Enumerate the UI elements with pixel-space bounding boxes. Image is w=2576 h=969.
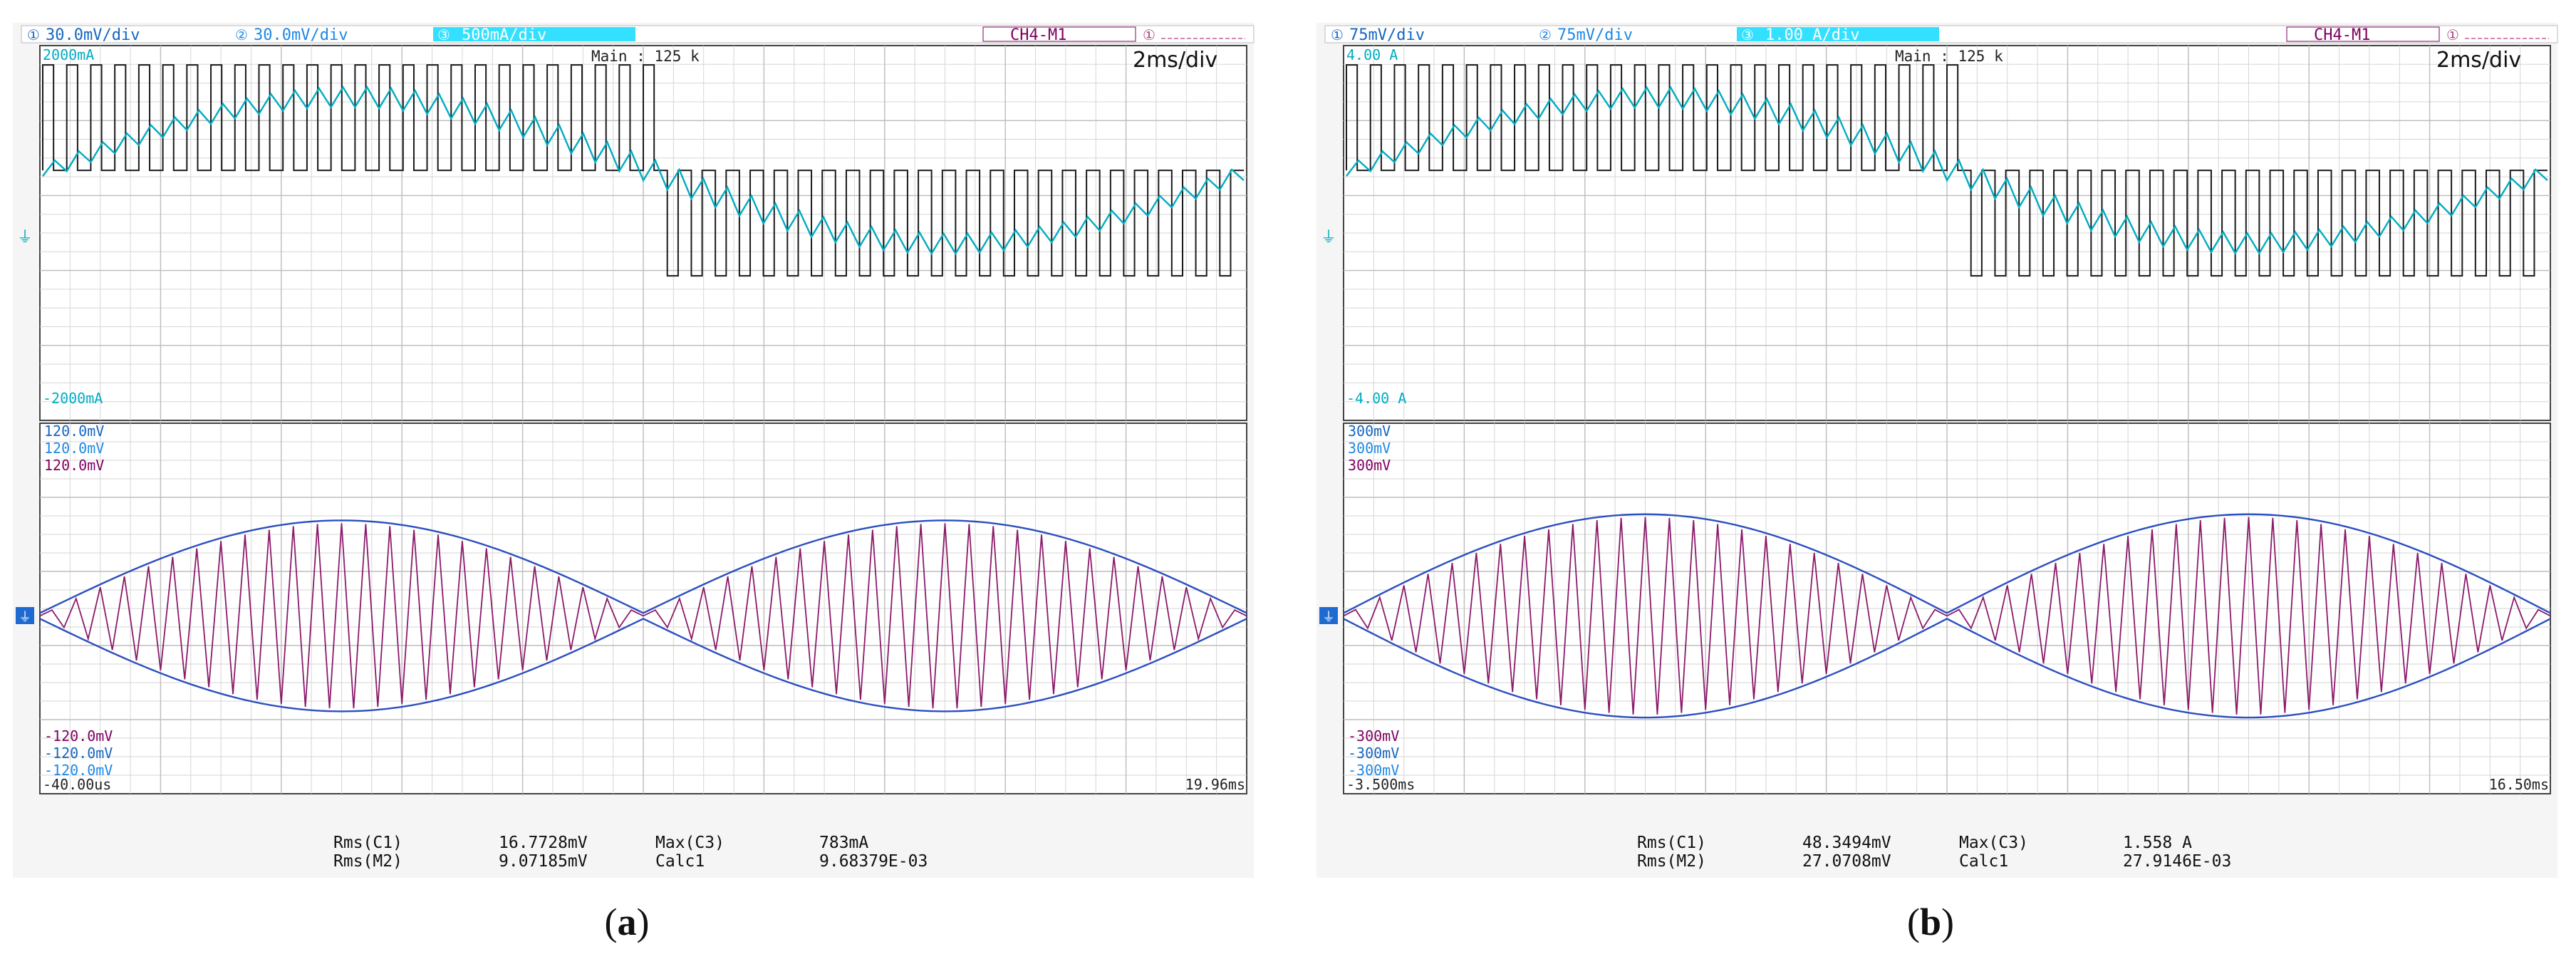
meas-rms-c1-value: 16.7728mV xyxy=(499,834,588,852)
envelope-upper xyxy=(39,519,1247,614)
time-start: -40.00us xyxy=(43,776,111,793)
ch3-ground-marker: ⏚ xyxy=(1321,229,1336,247)
meas-max-c3-value: 783mA xyxy=(819,834,868,852)
trigger-icon: ① xyxy=(1143,26,1155,43)
channel-header: ① 75mV/div ② 75mV/div ③ 1.00 A/div CH4-M1 ① xyxy=(1324,25,2558,44)
time-start: -3.500ms xyxy=(1346,776,1415,793)
current-trace xyxy=(42,86,1245,256)
meas-calc1-name: Calc1 xyxy=(655,852,705,871)
upper-scale-top: 2000mA xyxy=(43,46,94,63)
upper-scale-top: 4.00 A xyxy=(1346,46,1398,63)
meas-max-c3-name: Max(C3) xyxy=(655,834,724,852)
lower-scale-bottom-2: -300mV xyxy=(1348,745,1399,762)
ch2-scale-label: 30.0mV/div xyxy=(254,26,348,44)
lower-scale-bottom-1: -120.0mV xyxy=(44,727,113,745)
lower-scale-top-3: 300mV xyxy=(1348,457,1391,474)
meas-rms-c1-value: 48.3494mV xyxy=(1802,834,1891,852)
channel-header: ① 30.0mV/div ② 30.0mV/div ③ 500mA/div CH4-M1 ① xyxy=(21,25,1255,44)
scope-panel-b: ① 75mV/div ② 75mV/div ③ 1.00 A/div CH4-M1 ① Main… xyxy=(1316,23,2558,943)
lower-ground-marker xyxy=(1319,607,1338,624)
meas-calc1-value: 9.68379E-03 xyxy=(819,852,928,871)
lower-graticule xyxy=(1343,423,2551,794)
envelope-lower xyxy=(1343,618,2551,719)
ripple-trace xyxy=(39,523,1247,709)
upper-scale-bottom: -2000mA xyxy=(43,390,103,407)
meas-rms-m2-name: Rms(M2) xyxy=(333,852,402,871)
timebase-label: 2ms/div xyxy=(1133,48,1217,73)
meas-max-c3-value: 1.558 A xyxy=(2123,834,2192,852)
ch1-scale-label: 30.0mV/div xyxy=(46,26,140,44)
lower-ground-marker xyxy=(16,607,34,624)
main-record-label: Main : 125 k xyxy=(1895,48,2003,65)
scope-panel-a: ① 30.0mV/div ② 30.0mV/div ③ 500mA/div CH4-M1 ① M… xyxy=(13,23,1255,943)
measurements: Rms(C1) 48.3494mV Max(C3) 1.558 A Rms(M2) 27.… xyxy=(1637,834,2231,871)
lower-graticule xyxy=(39,423,1247,794)
meas-rms-c1-name: Rms(C1) xyxy=(1637,834,1706,852)
ch2-scale-label: 75mV/div xyxy=(1557,26,1633,44)
ripple-trace xyxy=(1343,517,2551,715)
math-label: CH4-M1 xyxy=(1010,26,1066,44)
meas-rms-m2-value: 27.0708mV xyxy=(1802,852,1891,871)
lower-scale-top-2: 300mV xyxy=(1348,440,1391,457)
ch1-icon: ① xyxy=(27,26,40,43)
measurements: Rms(C1) 16.7728mV Max(C3) 783mA Rms(M2) 9.071… xyxy=(333,834,928,871)
ch1-scale-label: 75mV/div xyxy=(1349,26,1425,44)
lower-scale-bottom-3: -120.0mV xyxy=(44,762,113,779)
svg-text:⏚: ⏚ xyxy=(19,610,31,625)
upper-scale-bottom: -4.00 A xyxy=(1346,390,1406,407)
ch3-icon: ③ xyxy=(1741,26,1754,43)
panel-caption: (a) xyxy=(605,901,650,943)
panel-caption: (b) xyxy=(1907,901,1954,943)
meas-rms-m2-value: 9.07185mV xyxy=(499,852,588,871)
ch1-icon: ① xyxy=(1331,26,1344,43)
ch2-icon: ② xyxy=(1539,26,1552,43)
ch2-icon: ② xyxy=(235,26,248,43)
meas-rms-m2-name: Rms(M2) xyxy=(1637,852,1706,871)
time-end: 16.50ms xyxy=(2489,776,2549,793)
ch3-highlight xyxy=(1737,27,1939,41)
ch3-icon: ③ xyxy=(437,26,450,43)
lower-scale-top-1: 120.0mV xyxy=(44,423,104,440)
lower-scale-bottom-1: -300mV xyxy=(1348,727,1399,745)
ch3-scale-label: 500mA/div xyxy=(462,26,546,44)
pwm-voltage-trace xyxy=(42,64,1244,277)
timebase-label: 2ms/div xyxy=(2436,48,2521,73)
envelope-lower xyxy=(39,618,1247,712)
lower-scale-top-1: 300mV xyxy=(1348,423,1391,440)
lower-scale-bottom-2: -120.0mV xyxy=(44,745,113,762)
meas-calc1-name: Calc1 xyxy=(1959,852,2008,871)
lower-scale-bottom-3: -300mV xyxy=(1348,762,1399,779)
main-record-label: Main : 125 k xyxy=(591,48,700,65)
pwm-voltage-trace xyxy=(1346,64,2548,277)
svg-text:⏚: ⏚ xyxy=(1322,610,1335,625)
time-end: 19.96ms xyxy=(1185,776,1245,793)
current-trace xyxy=(1346,86,2548,255)
math-label: CH4-M1 xyxy=(2314,26,2370,44)
ch3-ground-marker: ⏚ xyxy=(17,229,33,247)
envelope-upper xyxy=(1343,513,2551,614)
lower-scale-top-2: 120.0mV xyxy=(44,440,104,457)
ch3-highlight xyxy=(433,27,635,41)
meas-rms-c1-name: Rms(C1) xyxy=(333,834,402,852)
ch3-scale-label: 1.00 A/div xyxy=(1765,26,1859,44)
meas-calc1-value: 27.9146E-03 xyxy=(2123,852,2231,871)
trigger-icon: ① xyxy=(2446,26,2459,43)
meas-max-c3-name: Max(C3) xyxy=(1959,834,2028,852)
lower-scale-top-3: 120.0mV xyxy=(44,457,104,474)
